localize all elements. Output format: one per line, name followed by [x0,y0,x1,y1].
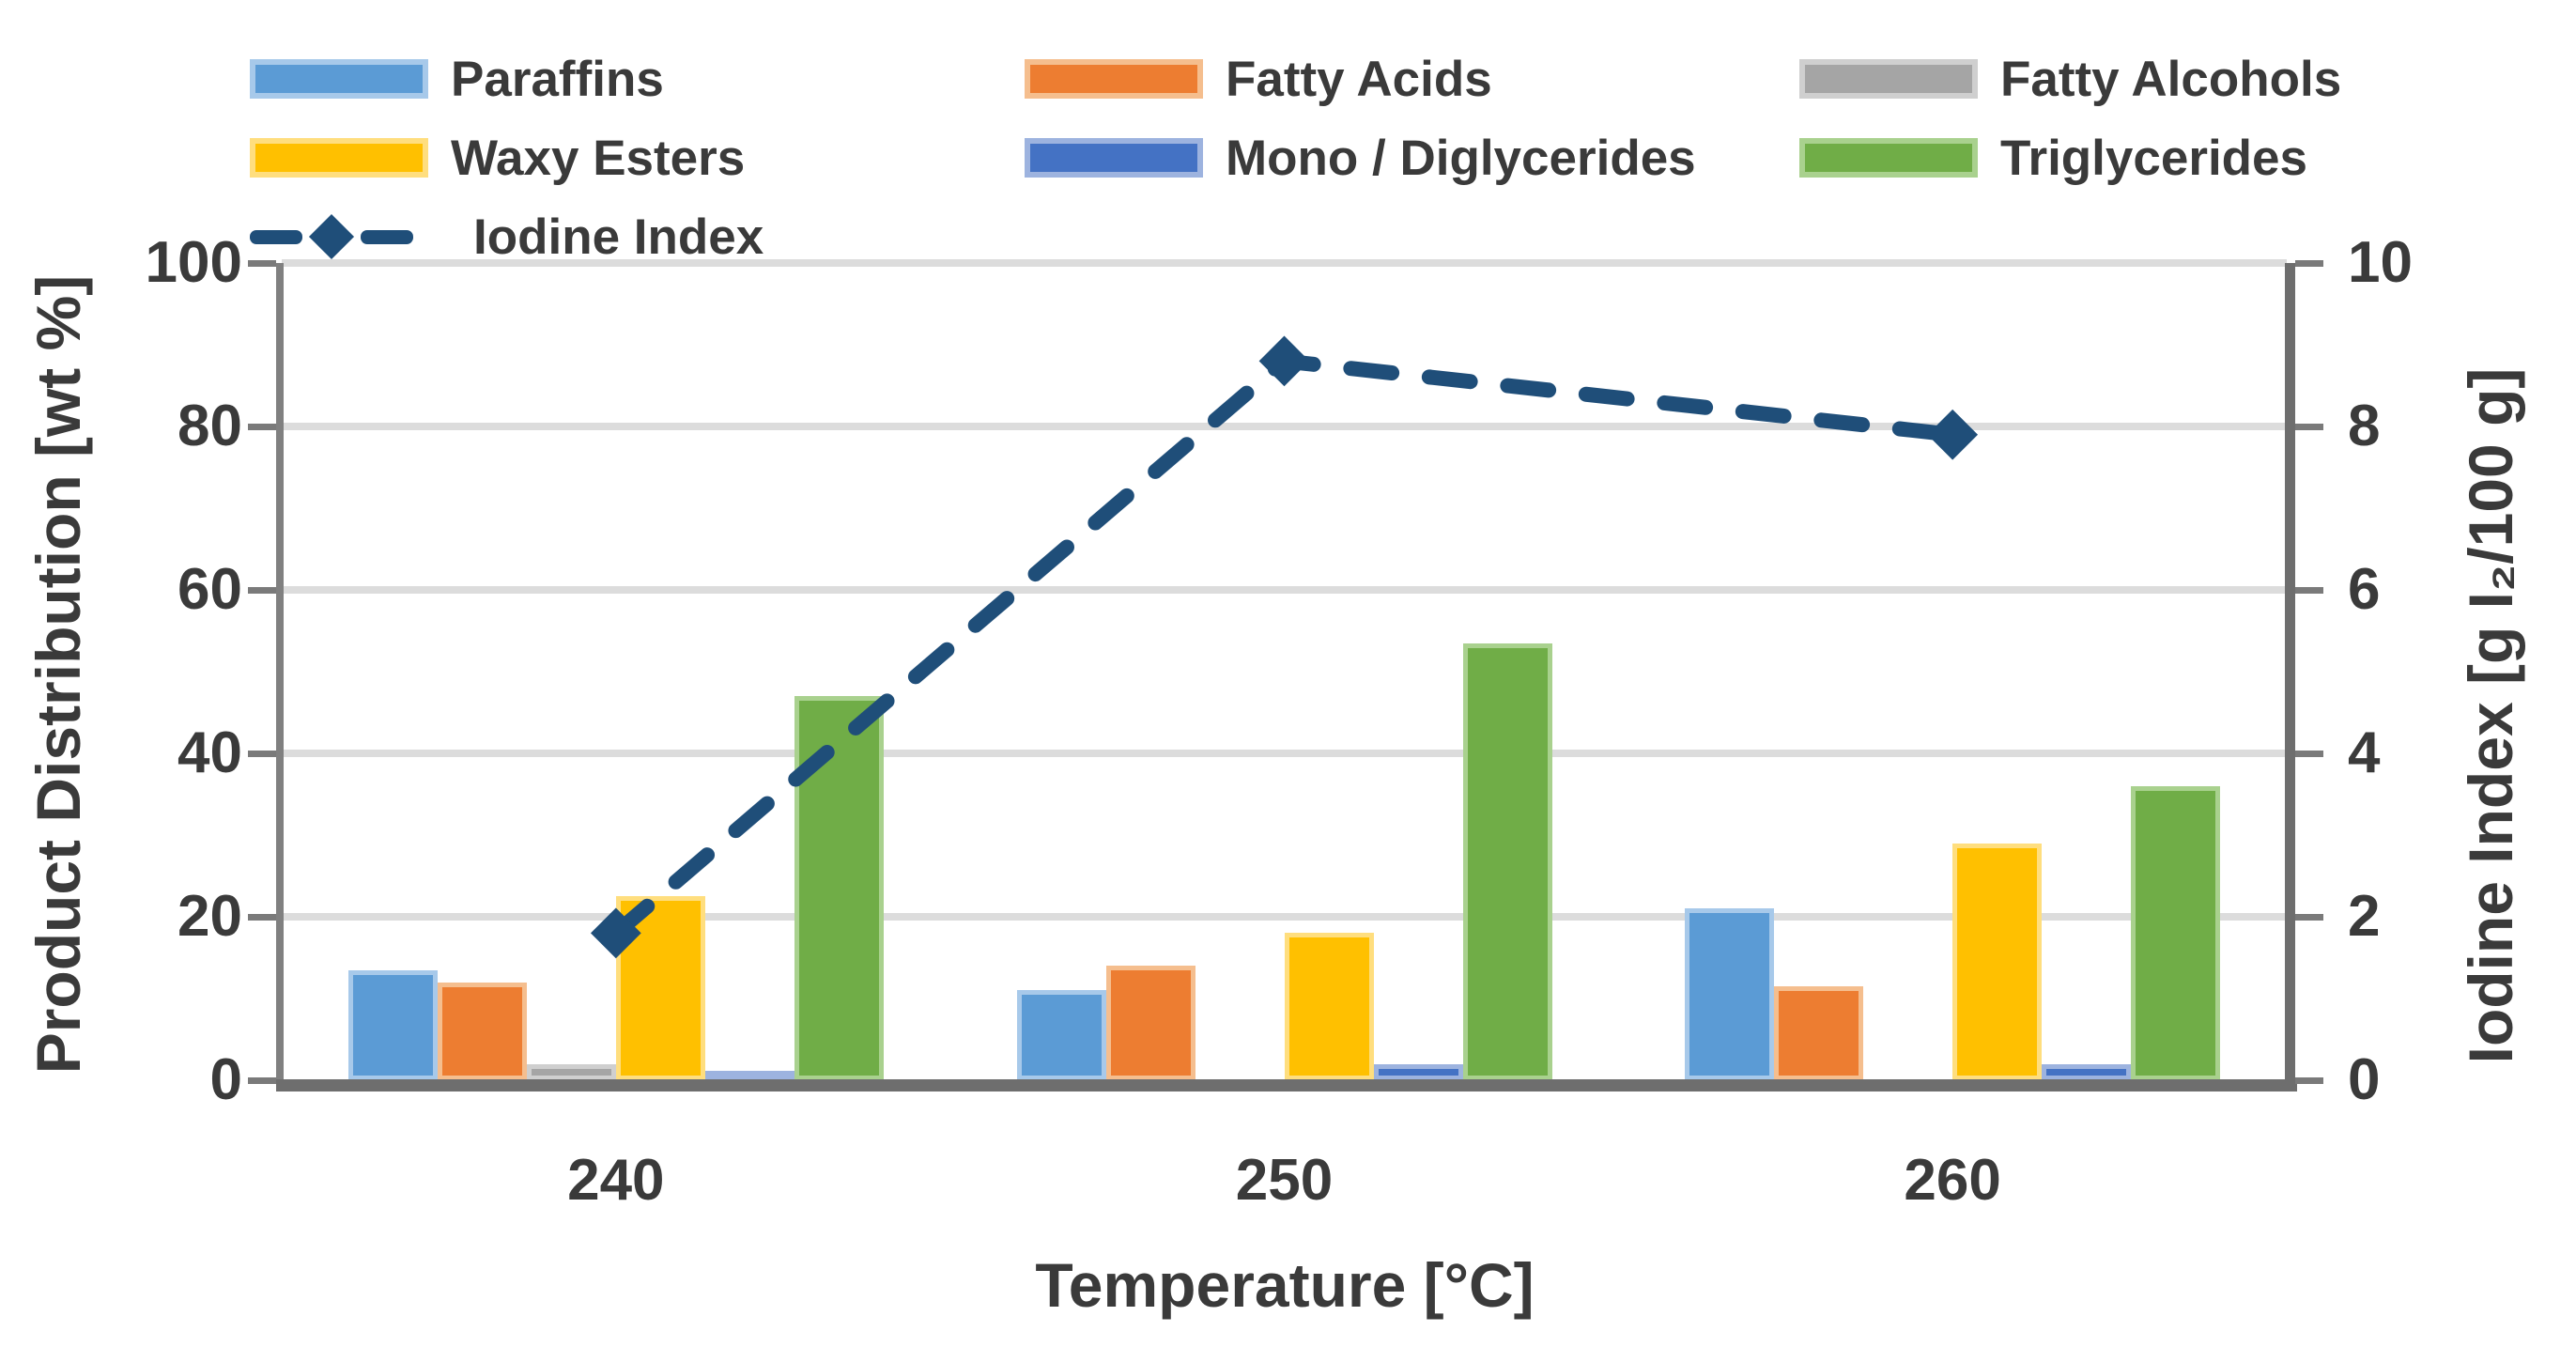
bar-fatty-acids-260 [1774,985,1864,1080]
x-tick-label-260: 260 [1904,1148,2001,1213]
right-axis-title: Iodine Index [g I₂/100 g] [2456,367,2525,1064]
right-tick-label-4: 4 [2348,720,2381,785]
left-axis-title: Product Distribution [wt %] [23,274,93,1075]
bar-fatty-acids-250 [1105,966,1195,1080]
legend-label-triglycerides: Triglycerides [2000,130,2308,186]
bar-waxy-esters-250 [1284,933,1374,1080]
left-tick-mark-20 [248,914,276,921]
iodine-marker-250 [1258,335,1310,387]
right-tick-mark-8 [2295,424,2323,430]
legend-label-waxy-esters: Waxy Esters [451,130,746,186]
legend-item-mono-diglycerides: Mono / Diglycerides [1025,122,1696,194]
bar-paraffins-250 [1016,990,1106,1080]
left-tick-label-60: 60 [177,557,242,622]
y-axis-line-left [276,263,284,1080]
legend-label-paraffins: Paraffins [451,51,664,107]
legend-item-fatty-acids: Fatty Acids [1025,43,1492,115]
bar-triglycerides-250 [1462,643,1552,1080]
bar-mono-diglycerides-240 [704,1070,794,1080]
left-tick-label-0: 0 [209,1047,242,1112]
right-tick-mark-0 [2295,1077,2323,1084]
right-tick-label-2: 2 [2348,884,2381,949]
iodine-index-line [590,335,1979,959]
left-tick-label-40: 40 [177,720,242,785]
y-axis-line-right [2285,263,2295,1092]
bar-mono-diglycerides-250 [1373,1063,1463,1080]
right-tick-label-8: 8 [2348,394,2381,458]
fatty-alcohols-swatch-icon [1799,59,1978,99]
bar-triglycerides-260 [2131,785,2221,1080]
gridline-40 [282,750,2287,757]
gridline-60 [282,586,2287,594]
right-tick-label-10: 10 [2348,230,2413,295]
gridline-100 [282,259,2287,267]
bar-fatty-alcohols-240 [526,1063,616,1080]
legend-item-fatty-alcohols: Fatty Alcohols [1799,43,2341,115]
right-tick-mark-6 [2295,587,2323,594]
fatty-acids-swatch-icon [1025,59,1203,99]
left-tick-mark-100 [248,260,276,267]
left-tick-mark-0 [248,1077,276,1084]
legend-item-triglycerides: Triglycerides [1799,122,2307,194]
gridline-80 [282,423,2287,430]
dash-icon [250,229,302,244]
triglycerides-swatch-icon [1799,138,1978,178]
bar-paraffins-240 [347,969,438,1080]
iodine-index-line-marker-icon [250,213,451,260]
left-tick-mark-40 [248,751,276,757]
right-tick-mark-4 [2295,751,2323,757]
legend-item-waxy-esters: Waxy Esters [250,122,745,194]
left-tick-label-20: 20 [177,884,242,949]
dash-icon [361,229,413,244]
gridline-20 [282,913,2287,921]
diamond-icon [308,213,355,260]
x-tick-label-240: 240 [567,1148,665,1213]
paraffins-swatch-icon [250,59,428,99]
legend-item-iodine-index: Iodine Index [250,201,764,272]
bar-fatty-acids-240 [437,982,527,1080]
iodine-index-path [608,353,1961,941]
iodine-marker-260 [1927,409,1979,460]
legend-label-fatty-acids: Fatty Acids [1226,51,1492,107]
legend-item-paraffins: Paraffins [250,43,664,115]
legend-label-fatty-alcohols: Fatty Alcohols [2000,51,2342,107]
x-axis-line [276,1079,2297,1092]
mono-diglycerides-swatch-icon [1025,138,1203,178]
x-axis-title: Temperature [°C] [1035,1250,1535,1320]
right-tick-label-0: 0 [2348,1047,2381,1112]
legend-label-iodine-index: Iodine Index [473,209,764,265]
left-tick-label-80: 80 [177,394,242,458]
right-tick-mark-10 [2295,260,2323,267]
bar-waxy-esters-260 [1952,843,2043,1080]
waxy-esters-swatch-icon [250,138,428,178]
left-tick-mark-80 [248,424,276,430]
right-tick-label-6: 6 [2348,557,2381,622]
left-tick-mark-60 [248,587,276,594]
bar-mono-diglycerides-260 [2042,1063,2132,1080]
left-tick-label-100: 100 [145,230,242,295]
x-tick-label-250: 250 [1235,1148,1334,1213]
right-tick-mark-2 [2295,914,2323,921]
legend-label-mono-diglycerides: Mono / Diglycerides [1226,130,1696,186]
bar-paraffins-260 [1685,908,1775,1080]
